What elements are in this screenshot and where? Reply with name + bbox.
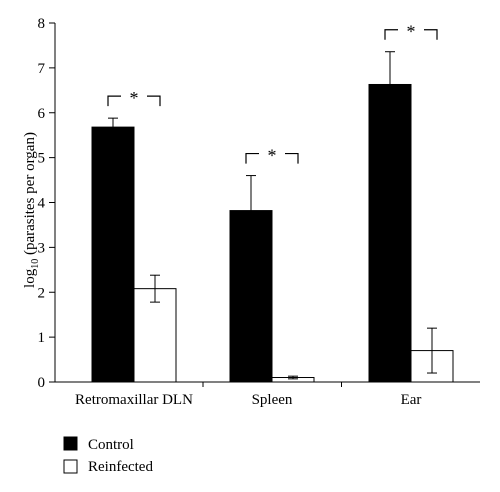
y-tick-label: 0: [38, 375, 46, 391]
x-tick-label: Spleen: [252, 392, 293, 408]
significance-bracket: [245, 152, 299, 164]
y-tick-label: 2: [38, 285, 46, 301]
y-tick-label: 6: [38, 106, 46, 122]
legend-swatch-reinfected: [63, 459, 78, 474]
bar-reinfected-0: [133, 288, 177, 383]
y-tick-label: 4: [38, 196, 46, 212]
legend: Control Reinfected: [63, 436, 153, 475]
significance-markers: * * *: [107, 22, 438, 166]
bar-control-0: [91, 126, 135, 383]
significance-star: *: [268, 146, 277, 166]
legend-swatch-control: [63, 436, 78, 451]
x-axis-labels: Retromaxillar DLN Spleen Ear: [75, 382, 421, 408]
bar-control-1: [229, 210, 273, 383]
x-tick-label: Retromaxillar DLN: [75, 392, 193, 408]
y-tick-label: 7: [38, 61, 46, 77]
y-axis-ticks: 0 1 2 3 4 5 6 7 8: [38, 16, 55, 391]
y-tick-label: 5: [38, 151, 46, 167]
x-tick-label: Ear: [401, 392, 422, 408]
y-tick-label: 1: [38, 330, 46, 346]
y-tick-label: 3: [38, 240, 46, 256]
significance-star: *: [130, 88, 139, 108]
bars: [91, 83, 454, 383]
significance-star: *: [407, 22, 416, 42]
y-tick-label: 8: [38, 16, 46, 32]
significance-bracket: [384, 29, 438, 40]
bar-control-2: [368, 83, 412, 383]
y-axis-title: log10 (parasites per organ): [22, 132, 41, 288]
legend-label-reinfected: Reinfected: [88, 459, 153, 475]
legend-label-control: Control: [88, 437, 134, 453]
error-bars: [108, 51, 437, 380]
significance-bracket: [107, 95, 161, 107]
